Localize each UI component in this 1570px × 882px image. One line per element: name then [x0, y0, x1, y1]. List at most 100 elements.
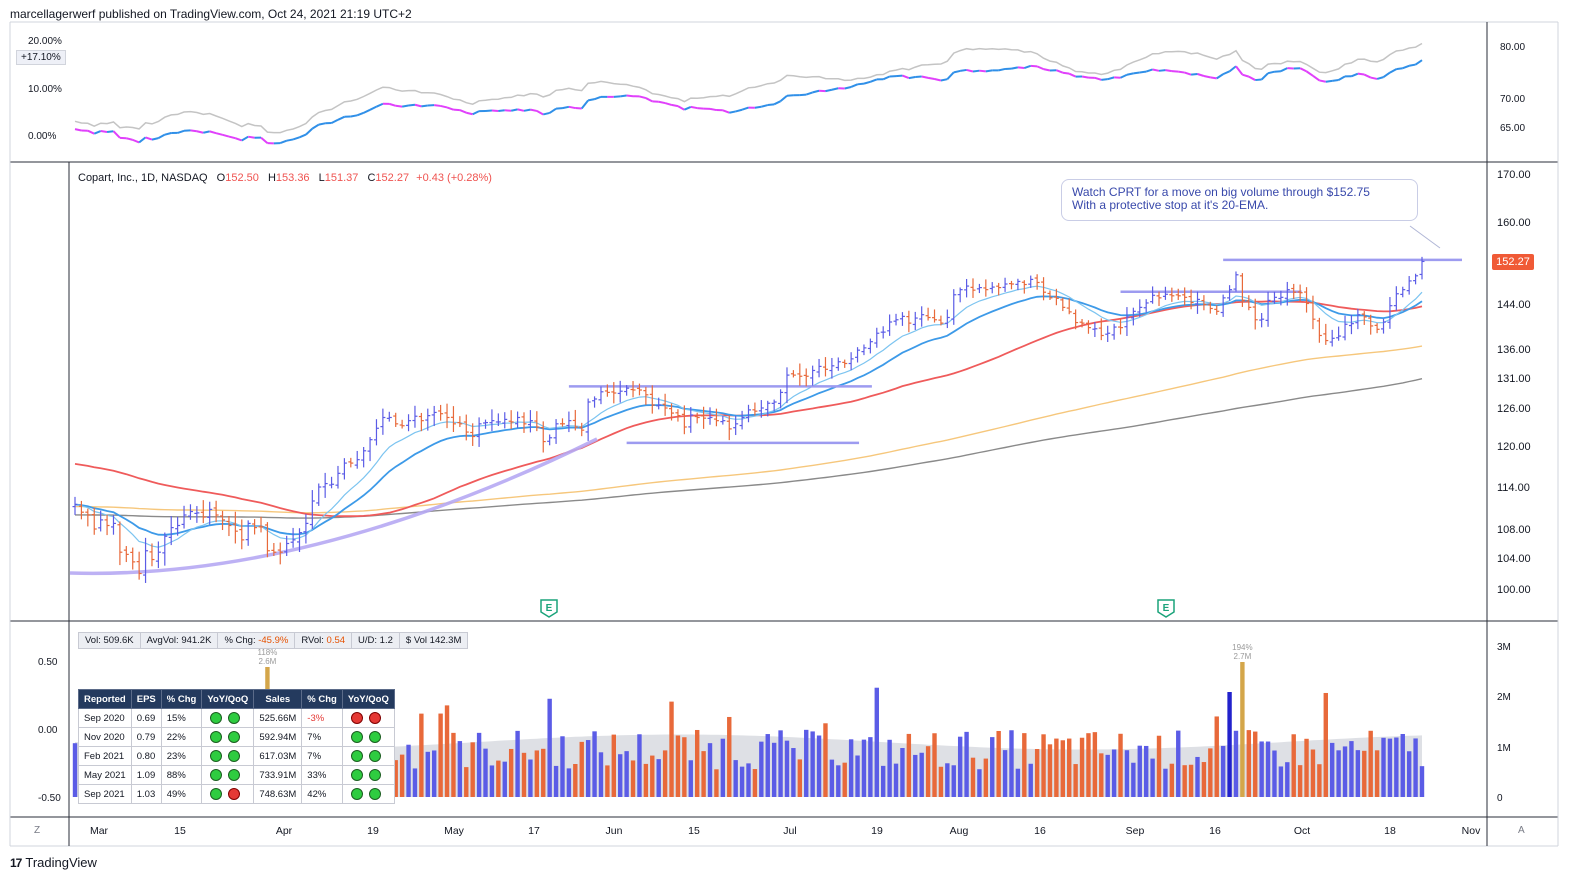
volume-tick-0: 3M — [1497, 642, 1511, 653]
volume-bar — [1163, 768, 1168, 797]
price-tick-2: 144.00 — [1497, 299, 1531, 311]
rs-segment — [459, 109, 467, 114]
rs-segment — [863, 80, 871, 85]
row-reported: Sep 2021 — [78, 784, 132, 804]
tradingview-logo[interactable]: 17 TradingView — [10, 855, 97, 870]
eps-status-dot-icon-1 — [228, 769, 241, 781]
rs-segment — [1017, 66, 1025, 70]
volume-bar — [874, 687, 879, 797]
earnings-row: Nov 2020 0.79 22% 592.94M 7% — [78, 727, 395, 747]
col-sales: Sales — [253, 689, 303, 709]
earnings-letter: E — [546, 603, 553, 614]
time-tick-5: 17 — [528, 825, 540, 837]
earnings-row: Sep 2020 0.69 15% 525.66M -3% — [78, 708, 395, 728]
rs-segment — [311, 123, 320, 130]
volume-bar — [1079, 737, 1085, 797]
volume-bar — [1022, 733, 1027, 797]
annotation-callout[interactable]: Watch CPRT for a move on big volume thro… — [1061, 179, 1418, 221]
rs-segment — [1312, 74, 1320, 82]
stat-vol: Vol: 509.6K — [79, 633, 141, 648]
rs-segment — [1126, 72, 1134, 76]
time-tick-9: 19 — [871, 825, 883, 837]
volume-bar — [598, 752, 604, 797]
rs-segment — [562, 105, 570, 110]
rs-segment — [1203, 75, 1211, 79]
rs-segment — [1184, 71, 1192, 76]
volume-bar — [508, 748, 514, 797]
rs-segment — [1081, 75, 1089, 79]
rs-segment — [401, 104, 409, 108]
volume-bar — [496, 760, 501, 797]
rs-segment — [196, 130, 204, 134]
volume-bar — [669, 701, 674, 797]
volume-bar — [1047, 744, 1053, 797]
volume-bar — [970, 757, 976, 797]
volume-bar — [688, 760, 693, 797]
volume-bar — [1317, 764, 1322, 797]
volume-bar — [1073, 764, 1078, 797]
volume-bar — [560, 736, 565, 797]
rs-segment — [318, 122, 326, 126]
volume-bar — [957, 736, 963, 797]
rs-segment — [549, 107, 557, 114]
volume-bar — [419, 713, 424, 797]
volume-bar — [1086, 733, 1091, 797]
rs-segment — [286, 138, 294, 142]
time-tick-0: Mar — [90, 825, 109, 837]
volume-bar — [797, 759, 803, 797]
volume-bar — [515, 730, 520, 797]
rs-segment — [1267, 70, 1275, 75]
volume-bar — [945, 763, 950, 797]
rs-segment — [825, 88, 833, 93]
volume-bar — [778, 730, 783, 797]
earnings-row: Sep 2021 1.03 49% 748.63M 42% — [78, 784, 395, 804]
volume-bar — [528, 759, 533, 797]
volume-bar — [1374, 750, 1380, 797]
rs-segment — [106, 130, 114, 134]
rs-segment — [87, 129, 95, 135]
row-sales: 525.66M — [253, 708, 303, 728]
volume-bar — [1310, 749, 1316, 797]
timezone-button[interactable]: Z — [34, 825, 41, 836]
volume-bar — [72, 743, 78, 797]
trend-arc[interactable] — [69, 437, 598, 576]
symbol-legend[interactable]: Copart, Inc., 1D, NASDAQ O152.50 H153.36… — [78, 172, 492, 184]
volume-bar — [1419, 766, 1425, 797]
volume-bar — [444, 705, 450, 797]
volume-bar — [451, 732, 456, 797]
volume-bar — [727, 716, 732, 797]
rs-segment — [523, 108, 531, 112]
volume-bar — [476, 732, 482, 797]
price-tick-0: 170.00 — [1497, 169, 1531, 181]
close-label: C — [367, 172, 376, 184]
rs-segment — [1370, 76, 1378, 80]
stat-ud-label: U/D: — [358, 635, 378, 646]
row-eps: 1.09 — [130, 765, 162, 785]
volume-bar — [1304, 738, 1309, 797]
volume-bar — [624, 751, 629, 797]
stat-vol-label: Vol: — [85, 635, 101, 646]
volume-bar — [1214, 716, 1219, 797]
rs-segment — [664, 102, 672, 106]
volume-bar — [848, 739, 854, 797]
volume-bar — [1240, 662, 1245, 797]
volume-bar — [1394, 737, 1399, 797]
time-tick-14: Oct — [1294, 825, 1310, 837]
eps-status-dot-icon-0 — [210, 750, 223, 762]
volume-bar — [1054, 738, 1059, 797]
rs-segment — [979, 69, 986, 73]
col-eps: EPS — [130, 689, 162, 709]
earnings-letter: E — [1163, 603, 1170, 614]
volume-bar — [881, 765, 886, 797]
rs-segment — [1242, 73, 1250, 78]
rs-segment — [517, 108, 525, 112]
rs-segment — [1319, 79, 1326, 83]
stat-rvol-value: 0.54 — [326, 635, 346, 646]
rs-segment — [292, 136, 300, 141]
price-tick-8: 108.00 — [1497, 524, 1531, 536]
rs-segment — [1299, 67, 1307, 73]
auto-scale-button[interactable]: A — [1518, 825, 1525, 836]
volume-bar — [1208, 748, 1213, 797]
